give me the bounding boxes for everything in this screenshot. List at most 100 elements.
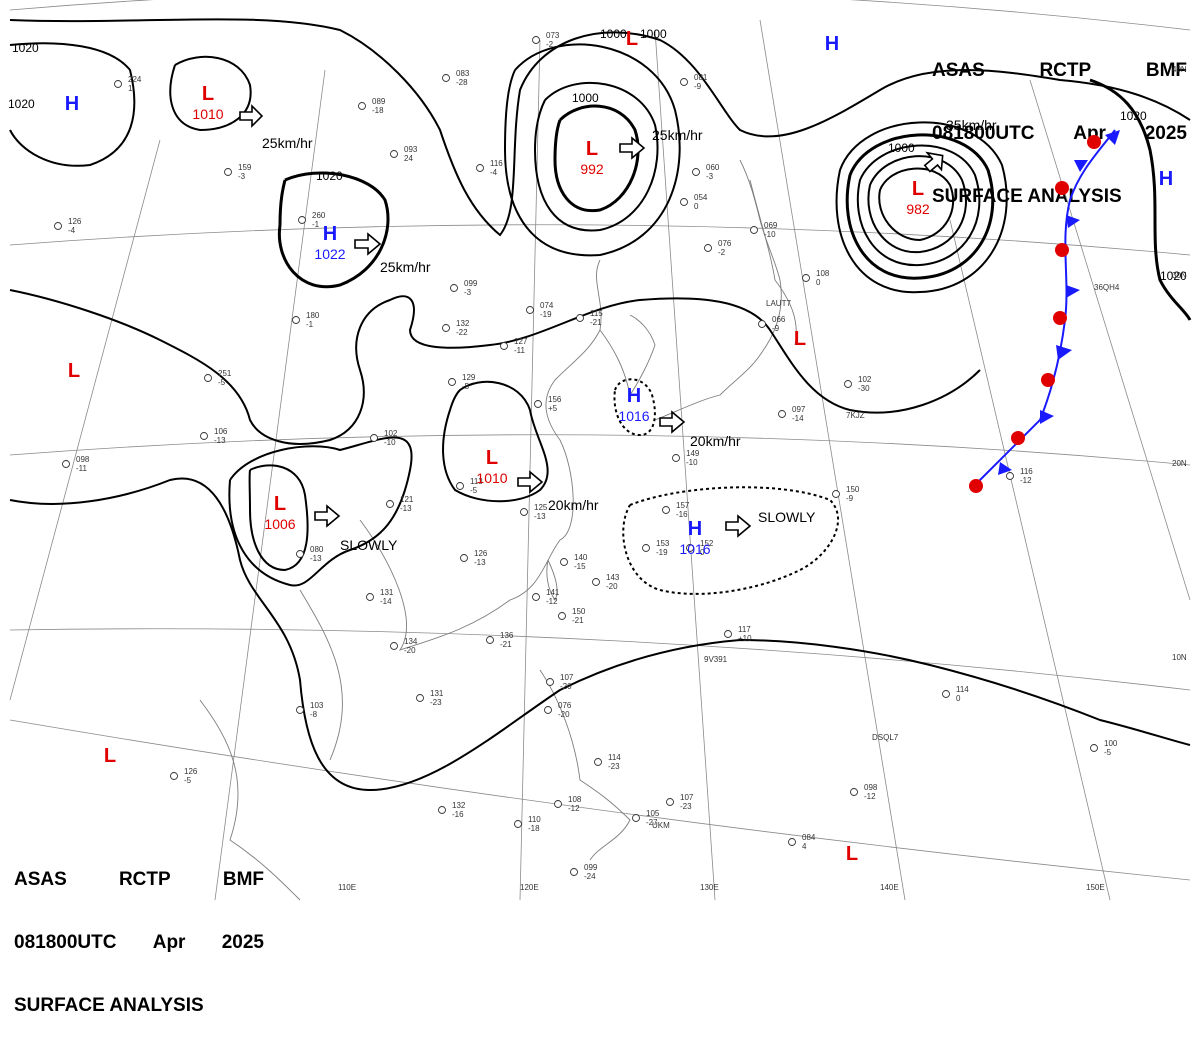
station-circle xyxy=(460,554,468,562)
station-pressure: 251 xyxy=(218,369,232,378)
station-plot: 153-19 xyxy=(642,539,670,557)
station-tendency: -4 xyxy=(68,226,76,235)
station-plot: 060-3 xyxy=(692,163,720,181)
station-plot: 115-21 xyxy=(576,309,603,327)
station-plot: 129-5 xyxy=(448,373,476,391)
station-pressure: 102 xyxy=(858,375,872,384)
high-pressure-center: H xyxy=(65,93,79,115)
station-plot: 099-3 xyxy=(450,279,478,297)
station-identifiers: 9V391 DSQL7 36QH4 LAUT7 7KJZ UKM xyxy=(652,283,1120,830)
movement-arrow xyxy=(659,410,686,434)
station-tendency: -10 xyxy=(384,438,396,447)
coast-philippines xyxy=(539,669,631,861)
pressure-center-letter: H xyxy=(323,223,337,245)
pressure-center-letter: L xyxy=(104,745,116,767)
station-plot: 097-14 xyxy=(778,405,806,423)
station-circle xyxy=(680,198,688,206)
station-pressure: 074 xyxy=(540,301,554,310)
station-tendency: -5 xyxy=(470,486,478,495)
station-pressure: 156 xyxy=(548,395,562,404)
station-plot: 066-9 xyxy=(758,315,786,333)
station-pressure: 126 xyxy=(68,217,82,226)
station-pressure: 093 xyxy=(404,145,418,154)
pressure-center-letter: H xyxy=(825,33,839,55)
isobar-low-992-inner xyxy=(553,104,640,213)
station-plot: 127-11 xyxy=(500,337,528,355)
isobar-value-label: 1020 xyxy=(1120,109,1147,123)
meridian-160e xyxy=(1029,79,1191,601)
meridian-130e xyxy=(654,29,716,901)
station-plot: 149-10 xyxy=(672,449,700,467)
station-pressure: 097 xyxy=(792,405,806,414)
station-circle xyxy=(358,102,366,110)
pressure-center-value: 1010 xyxy=(476,470,507,486)
station-tendency: -18 xyxy=(528,824,540,833)
station-pressure: 141 xyxy=(546,588,560,597)
coast-taiwan xyxy=(546,559,558,601)
station-tendency: 0 xyxy=(816,278,821,287)
isobar-nw-1020 xyxy=(9,42,136,167)
cold-front-triangle xyxy=(1105,130,1120,145)
movement-arrow xyxy=(725,514,752,538)
high-pressure-center: H xyxy=(1159,168,1173,190)
station-circle xyxy=(442,324,450,332)
station-circle xyxy=(850,788,858,796)
station-plot: 080-13 xyxy=(296,545,324,563)
header-line-3: SURFACE ANALYSIS xyxy=(932,186,1187,207)
station-tendency: +5 xyxy=(548,404,558,413)
meridian-120e xyxy=(519,39,541,901)
latitude-40n-line xyxy=(9,0,1191,31)
station-pressure: 116 xyxy=(490,159,503,168)
longitude-label: 150E xyxy=(1086,883,1105,892)
station-tendency: -12 xyxy=(1020,476,1032,485)
station-circle xyxy=(632,814,640,822)
station-plot: 159-3 xyxy=(224,163,252,181)
station-pressure: 089 xyxy=(372,97,386,106)
coast-japan xyxy=(654,159,782,421)
isobar-high-1016-north xyxy=(613,378,656,437)
station-tendency: -12 xyxy=(568,804,580,813)
station-pressure: 107 xyxy=(680,793,694,802)
station-circle xyxy=(778,410,786,418)
station-plot: 073-2 xyxy=(532,31,560,49)
station-tendency: -9 xyxy=(694,82,702,91)
graticule-labels: 110E 120E 130E 140E 150E 40N 30N 20N 10N xyxy=(338,65,1187,892)
low-pressure-center: L xyxy=(794,328,806,350)
cold-front-triangle xyxy=(1066,215,1080,228)
isobar-north-band xyxy=(9,18,1191,237)
station-pressure: 125 xyxy=(534,503,548,512)
station-plot: 125-13 xyxy=(520,503,548,521)
isobars xyxy=(9,18,1192,792)
station-circle xyxy=(390,642,398,650)
station-circle xyxy=(532,593,540,601)
station-pressure: 073 xyxy=(546,31,560,40)
station-plot: 105-27 xyxy=(632,809,660,827)
footer-time: 081800UTC xyxy=(14,932,117,953)
station-circle xyxy=(366,593,374,601)
station-pressure: 134 xyxy=(404,637,418,646)
pressure-center-value: 1016 xyxy=(679,541,710,557)
footer-line-2: 081800UTC Apr 2025 xyxy=(14,932,264,953)
station-circle xyxy=(416,694,424,702)
latitude-label: 40N xyxy=(1172,65,1187,74)
footer-month: Apr xyxy=(152,932,186,953)
low-pressure-center: L xyxy=(626,28,638,50)
warm-front-semicircle xyxy=(1055,243,1069,257)
footer-station: RCTP xyxy=(118,869,171,890)
isobar-value-label: 1000 xyxy=(640,27,667,41)
meridian-100e xyxy=(9,139,161,701)
station-circle xyxy=(386,500,394,508)
station-id: 7KJZ xyxy=(846,411,865,420)
station-pressure: 129 xyxy=(462,373,476,382)
pressure-center-letter: L xyxy=(794,328,806,350)
station-circle xyxy=(438,806,446,814)
station-pressure: 084 xyxy=(802,833,816,842)
station-circle xyxy=(1090,744,1098,752)
station-tendency: -2 xyxy=(546,40,554,49)
stationary-front xyxy=(969,129,1120,493)
isobar-value-label: 1020 xyxy=(1160,269,1187,283)
